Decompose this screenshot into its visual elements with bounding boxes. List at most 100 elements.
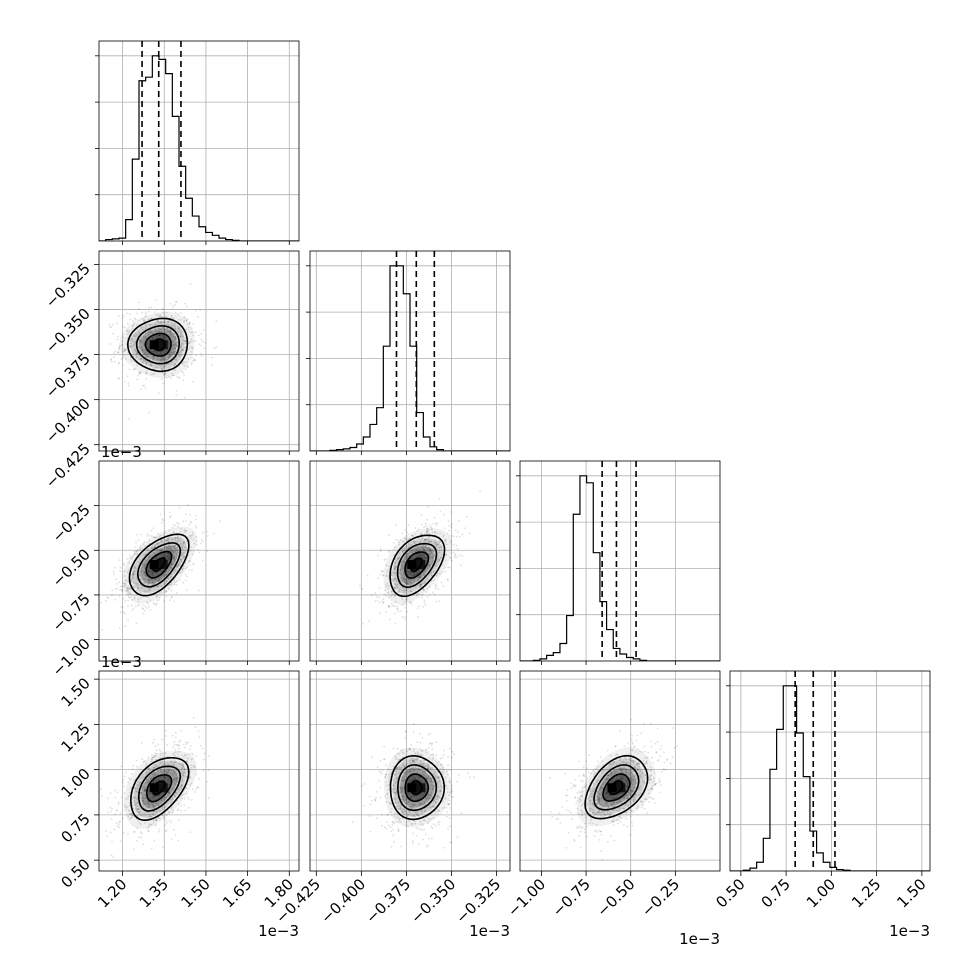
- scatter-point: [138, 340, 141, 343]
- scatter-point: [137, 586, 139, 588]
- scatter-point: [155, 811, 157, 814]
- scatter-point: [412, 840, 414, 843]
- scatter-point: [155, 758, 158, 761]
- scatter-point: [109, 343, 112, 345]
- scatter-point: [168, 791, 171, 794]
- scatter-point: [424, 833, 427, 836]
- scatter-point: [170, 549, 173, 552]
- scatter-point: [150, 547, 153, 549]
- scatter-point: [448, 803, 450, 806]
- scatter-point: [171, 550, 173, 553]
- scatter-point: [126, 375, 129, 378]
- scatter-point: [424, 546, 427, 548]
- scatter-point: [120, 588, 123, 591]
- scatter-point: [414, 765, 417, 768]
- scatter-point: [195, 354, 198, 357]
- scatter-point: [137, 539, 140, 542]
- scatter-point: [204, 342, 207, 344]
- scatter-point: [167, 339, 170, 342]
- scatter-point: [128, 812, 131, 815]
- scatter-point: [395, 790, 398, 793]
- scatter-point: [173, 560, 176, 562]
- scatter-point: [190, 799, 193, 801]
- scatter-point: [124, 579, 127, 582]
- contour-line-2: [396, 542, 438, 588]
- scatter-point: [200, 744, 202, 747]
- scatter-point: [177, 327, 180, 330]
- scatter-point: [408, 587, 411, 590]
- scatter-point: [430, 779, 433, 782]
- scatter-point: [156, 542, 159, 545]
- scatter-point: [205, 530, 208, 533]
- scatter-point: [122, 597, 125, 600]
- scatter-point: [135, 790, 137, 793]
- scatter-point: [154, 819, 157, 821]
- scatter-point: [128, 596, 131, 599]
- scatter-point: [182, 542, 185, 545]
- scatter-point: [424, 522, 427, 525]
- scatter-point: [385, 585, 388, 588]
- scatter-point: [161, 540, 163, 543]
- scatter-point: [162, 308, 165, 311]
- scatter-point: [142, 806, 145, 808]
- scatter-point: [116, 825, 119, 827]
- scatter-point: [139, 591, 142, 593]
- scatter-point: [161, 364, 164, 367]
- scatter-point: [153, 771, 156, 774]
- scatter-point: [394, 600, 397, 603]
- scatter-point: [121, 317, 124, 319]
- scatter-point: [161, 846, 164, 849]
- scatter-point: [408, 800, 410, 803]
- scatter-point: [421, 823, 424, 825]
- scatter-point: [129, 339, 132, 342]
- scatter-point: [426, 796, 429, 799]
- scatter-point: [374, 600, 377, 603]
- scatter-point: [190, 345, 193, 348]
- scatter-point: [425, 538, 428, 541]
- scatter-point: [143, 319, 146, 322]
- scatter-point: [394, 571, 397, 574]
- scatter-point: [415, 554, 418, 557]
- panel-frame: [98, 460, 300, 662]
- scatter-point: [176, 809, 179, 812]
- scatter-point: [140, 568, 143, 571]
- scatter-point: [180, 347, 182, 349]
- scatter-point: [431, 556, 434, 559]
- scatter-point: [157, 580, 160, 582]
- scatter-point: [157, 778, 160, 781]
- scatter-point: [133, 779, 136, 782]
- scatter-point: [160, 335, 163, 338]
- scatter-point: [392, 747, 395, 750]
- scatter-point: [427, 764, 430, 767]
- scatter-point: [145, 363, 148, 365]
- scatter-point: [394, 799, 397, 801]
- scatter-point: [439, 540, 442, 543]
- scatter-point: [382, 598, 385, 600]
- scatter-point: [140, 346, 143, 348]
- scatter-point: [184, 567, 187, 570]
- scatter-point: [153, 350, 156, 353]
- scatter-point: [555, 818, 558, 821]
- scatter-point: [147, 330, 150, 332]
- scatter-point: [168, 353, 171, 356]
- scatter-point: [152, 373, 155, 376]
- scatter-point: [158, 830, 161, 833]
- scatter-point: [107, 797, 109, 800]
- scatter-point: [148, 578, 151, 581]
- scatter-point: [166, 779, 169, 782]
- scatter-point: [165, 315, 168, 318]
- scatter-point: [455, 544, 458, 547]
- scatter-point: [155, 595, 158, 598]
- scatter-point: [452, 796, 454, 798]
- scatter-point: [127, 384, 130, 387]
- scatter-point: [551, 815, 554, 818]
- scatter-point: [133, 831, 136, 833]
- scatter-point: [150, 773, 153, 776]
- scatter-point: [145, 324, 147, 326]
- scatter-point: [405, 579, 408, 582]
- scatter-point: [128, 344, 131, 347]
- scatter-point: [448, 781, 451, 784]
- scatter-point: [383, 559, 386, 561]
- scatter-point: [423, 771, 426, 774]
- scatter-point: [193, 765, 196, 768]
